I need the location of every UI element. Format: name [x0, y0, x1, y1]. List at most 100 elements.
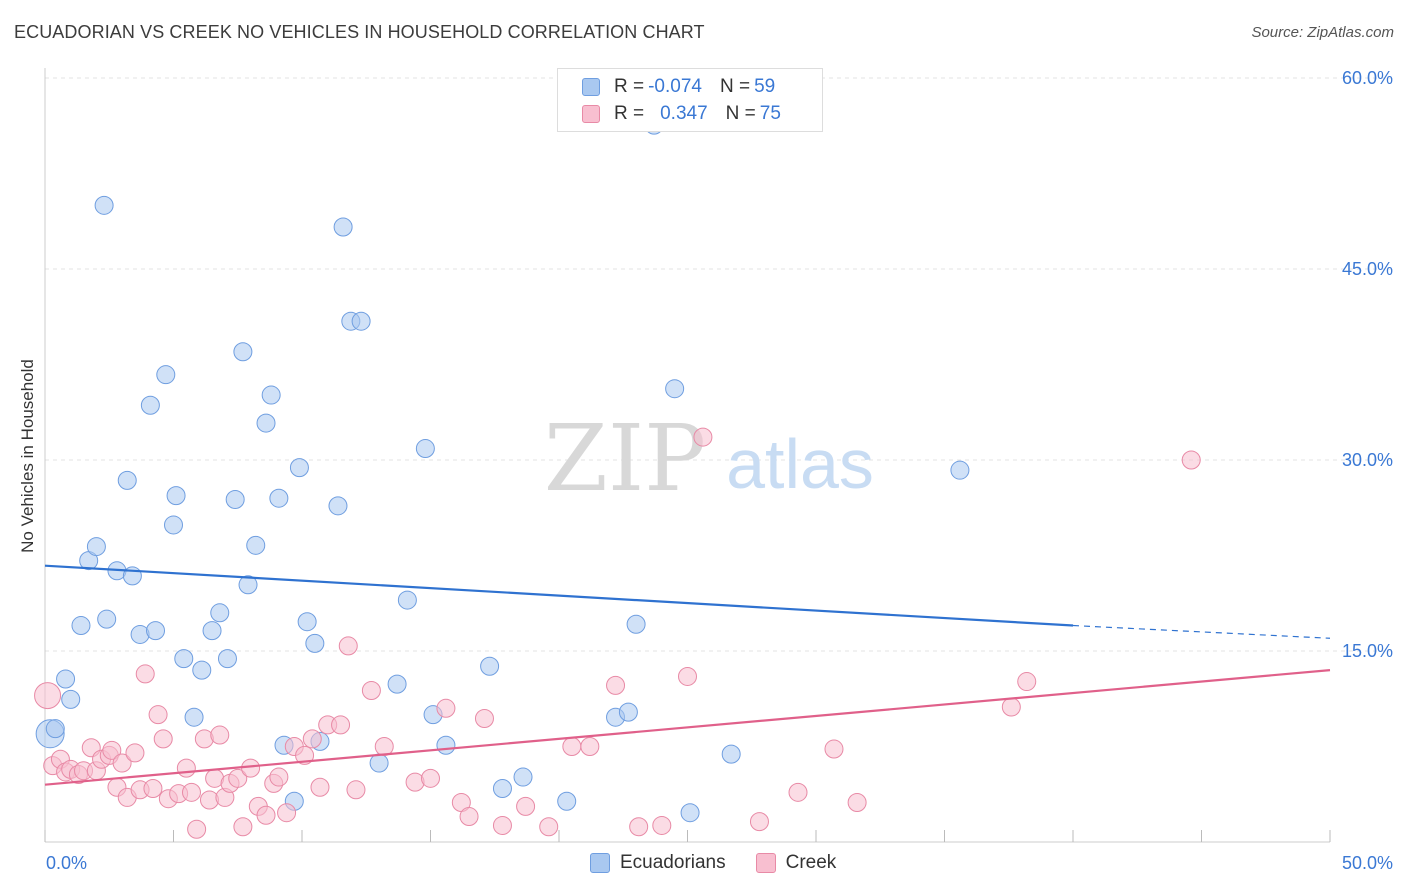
- ecuadorian-point: [557, 791, 577, 811]
- ecuadorian-point: [415, 439, 435, 459]
- creek-point: [310, 777, 330, 797]
- ecuadorian-point: [86, 537, 106, 557]
- gridlines: [45, 77, 1392, 652]
- creek-point: [302, 729, 322, 749]
- legend-r-label: R =: [614, 76, 645, 97]
- legend-row-ecuadorians: R = -0.074 N = 59: [582, 75, 775, 99]
- creek-point: [824, 739, 844, 759]
- y-axis-label: No Vehicles in Household: [18, 359, 37, 553]
- ecuadorian-point: [369, 753, 389, 773]
- ecuadorian-point: [436, 735, 456, 755]
- chart-title: ECUADORIAN VS CREEK NO VEHICLES IN HOUSE…: [14, 22, 705, 42]
- creek-point: [125, 743, 145, 763]
- watermark-zip: ZIP: [544, 405, 706, 512]
- legend-r-label: R =: [614, 103, 645, 124]
- ecuadorian-point: [626, 614, 646, 634]
- ecuadorian-point: [140, 395, 160, 415]
- creek-point: [135, 664, 155, 684]
- x-tick-label: 0.0%: [46, 853, 87, 873]
- creek-point: [210, 725, 230, 745]
- ecuadorian-point: [184, 707, 204, 727]
- legend-item-ecuadorians[interactable]: Ecuadorians: [590, 852, 726, 874]
- creek-point: [474, 708, 494, 728]
- y-tick-label: 60.0%: [1342, 68, 1393, 88]
- creek-point: [459, 807, 479, 827]
- tick-labels: 15.0% 30.0% 45.0% 60.0% 0.0% 50.0%: [46, 68, 1393, 873]
- creek-point: [516, 796, 536, 816]
- ecuadorian-point: [146, 621, 166, 641]
- y-tick-label: 30.0%: [1342, 450, 1393, 470]
- legend-r-value: 0.347: [660, 103, 708, 124]
- creek-point: [788, 782, 808, 802]
- legend-r-value: -0.074: [648, 76, 702, 97]
- creek-point: [233, 817, 253, 837]
- data-points: [34, 115, 1201, 839]
- legend-swatch-ecuadorians: [582, 78, 600, 96]
- ecuadorian-point: [217, 649, 237, 669]
- ecuadorian-point: [397, 590, 417, 610]
- creek-point: [338, 636, 358, 656]
- ecuadorian-point: [225, 489, 245, 509]
- creek-point: [436, 698, 456, 718]
- creek-point: [241, 758, 261, 778]
- creek-point: [112, 753, 132, 773]
- legend-swatch-creek: [755, 853, 776, 873]
- ecuadorian-point: [156, 365, 176, 385]
- ecuadorian-point: [256, 413, 276, 433]
- ecuadorian-point: [246, 535, 266, 555]
- creek-point: [1001, 697, 1021, 717]
- ecuadorian-point: [97, 609, 117, 629]
- ecuadorian-point: [721, 744, 741, 764]
- creek-point: [652, 815, 672, 835]
- legend-n-value: 59: [754, 76, 776, 97]
- ecuadorian-trend-line: [44, 564, 1074, 627]
- creek-point: [256, 805, 276, 825]
- creek-point: [277, 803, 297, 823]
- ecuadorian-point: [94, 195, 114, 215]
- ecuadorian-point: [233, 342, 253, 362]
- ecuadorian-point: [950, 460, 970, 480]
- creek-point: [749, 812, 769, 832]
- legend-n-value: 75: [759, 103, 781, 124]
- ecuadorian-point: [56, 669, 76, 689]
- ecuadorian-point: [71, 616, 91, 636]
- ecuadorian-point: [333, 217, 353, 237]
- creek-point: [269, 767, 289, 787]
- creek-point: [331, 715, 351, 735]
- ecuadorian-point: [665, 379, 685, 399]
- creek-point: [580, 737, 600, 756]
- legend-swatch-creek: [582, 105, 600, 123]
- ecuadorian-point: [192, 660, 212, 680]
- ecuadorian-point: [513, 767, 533, 787]
- legend-label-creek: Creek: [785, 852, 837, 873]
- watermark: ZIP atlas: [544, 405, 874, 512]
- series-legend: Ecuadorians Creek: [590, 852, 866, 874]
- creek-point: [176, 758, 196, 778]
- creek-point: [228, 768, 248, 788]
- legend-swatch-ecuadorians: [590, 853, 610, 873]
- creek-point: [295, 745, 315, 765]
- creek-point: [187, 819, 207, 839]
- ecuadorian-point: [492, 779, 512, 799]
- legend-item-creek[interactable]: Creek: [755, 852, 837, 874]
- ecuadorian-point: [166, 486, 186, 506]
- ecuadorian-point: [202, 621, 222, 641]
- x-tick-label: 50.0%: [1342, 853, 1393, 873]
- ecuadorian-point: [269, 488, 289, 508]
- ecuadorian-point: [305, 633, 325, 653]
- ecuadorian-point: [328, 496, 348, 516]
- ecuadorian-point: [261, 385, 281, 405]
- ecuadorian-point: [174, 649, 194, 669]
- creek-point: [1181, 450, 1201, 470]
- creek-point: [539, 817, 559, 837]
- ecuadorian-trend-extension: [1072, 624, 1331, 639]
- ecuadorian-point: [289, 458, 309, 478]
- ecuadorian-point: [164, 515, 183, 535]
- ecuadorian-point: [618, 702, 638, 722]
- creek-point: [143, 779, 163, 799]
- ecuadorian-point: [297, 612, 317, 632]
- axes: [44, 68, 1331, 843]
- creek-point: [606, 675, 626, 695]
- creek-point: [693, 427, 713, 447]
